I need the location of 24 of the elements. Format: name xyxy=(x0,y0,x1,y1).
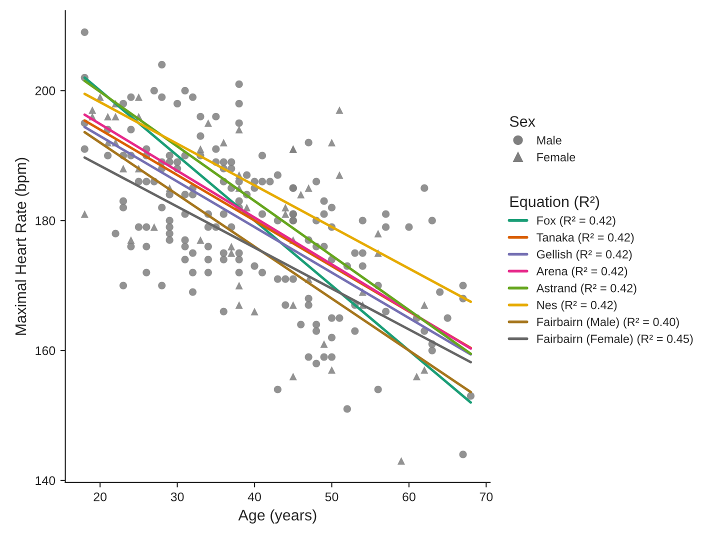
y-axis-title: Maximal Heart Rate (bpm) xyxy=(14,158,30,335)
legend-label: Nes (R² = 0.42) xyxy=(537,300,617,312)
y-tick-label: 160 xyxy=(36,346,56,356)
x-tick-label: 60 xyxy=(402,492,416,502)
text: Sex xyxy=(510,116,536,127)
x-tick-label: 30 xyxy=(170,492,184,502)
legend-label: Astrand (R² = 0.42) xyxy=(536,284,636,295)
text: Equation (R²) xyxy=(510,196,600,210)
legend-label: Fox (R² = 0.42) xyxy=(537,216,616,228)
y-tick-label: 140 xyxy=(36,476,56,486)
x-tick-label: 20 xyxy=(94,492,107,502)
legend-label: Male xyxy=(537,136,562,144)
legend-label: Fairbairn (Female) (R² = 0.45) xyxy=(537,334,693,346)
legend-label: Tanaka (R² = 0.42) xyxy=(536,232,634,244)
legend-label: Female xyxy=(537,152,576,162)
legend-label: Arena (R² = 0.42) xyxy=(536,266,628,278)
y-tick-label: 180 xyxy=(36,216,56,226)
x-tick-label: 70 xyxy=(480,492,493,502)
x-tick-label: 40 xyxy=(248,492,261,502)
y-tick-label: 200 xyxy=(35,86,56,96)
legend-label: Fairbairn (Male) (R² = 0.40) xyxy=(537,317,679,328)
legend-label: Gellish (R² = 0.42) xyxy=(536,250,632,261)
x-tick-label: 50 xyxy=(325,492,338,502)
x-axis-title: Age (years) xyxy=(238,509,316,524)
